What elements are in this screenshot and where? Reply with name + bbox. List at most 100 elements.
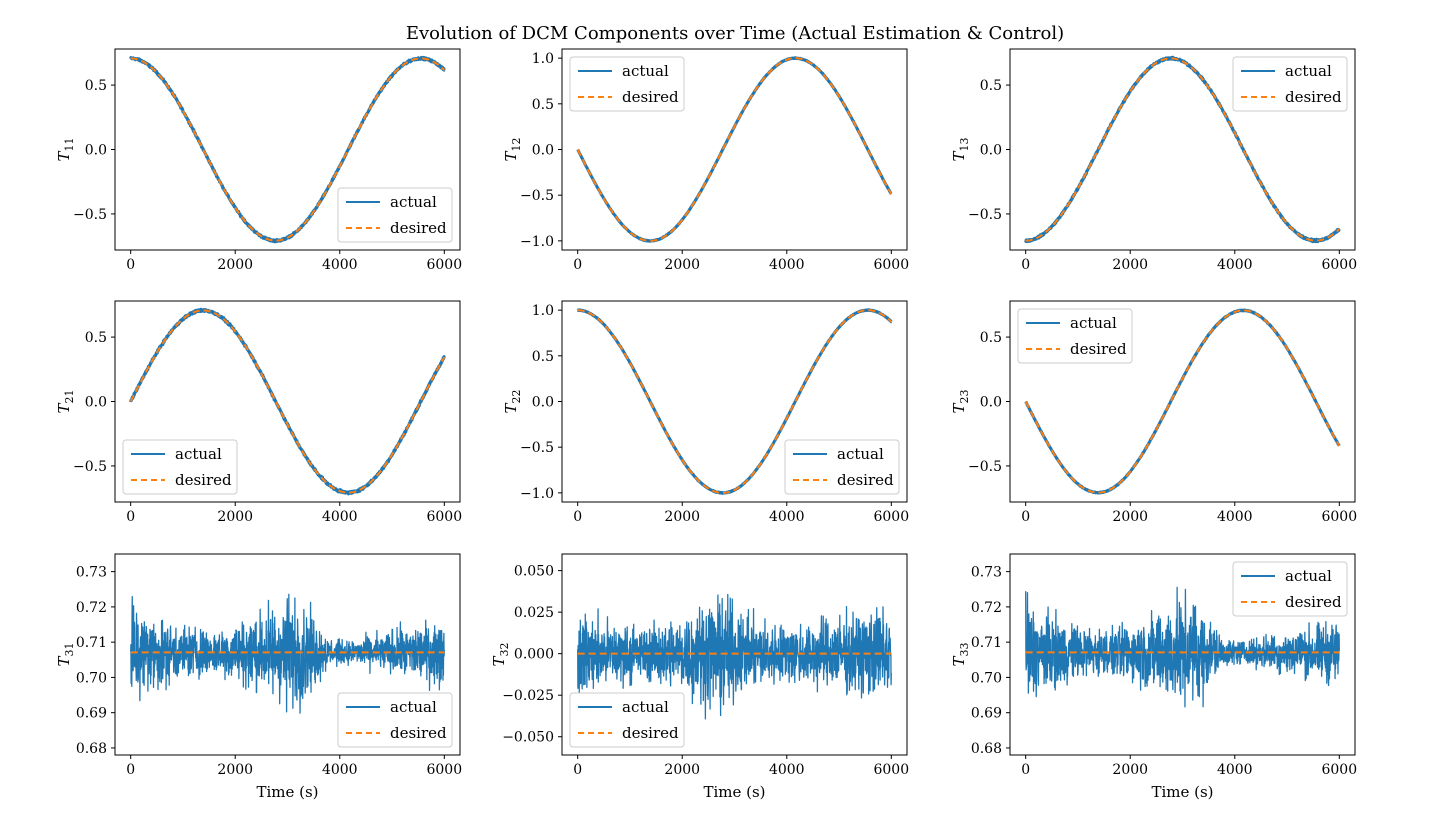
xtick-label-t33-2: 4000 bbox=[1217, 762, 1253, 778]
xtick-label-t23-0: 0 bbox=[1021, 509, 1030, 525]
figure-title: Evolution of DCM Components over Time (A… bbox=[406, 23, 1064, 44]
xtick-label-t12-0: 0 bbox=[573, 257, 582, 273]
ytick-label-t12-0: −1.0 bbox=[520, 234, 554, 250]
legend-t12: actual desired bbox=[569, 56, 685, 112]
legend-label-actual-t33: actual bbox=[1285, 567, 1332, 585]
xtick-label-t11-2: 4000 bbox=[322, 257, 358, 273]
ylabel-symbol-t33: T bbox=[950, 656, 968, 667]
ylabel-subscript-t33: 33 bbox=[958, 642, 971, 656]
ylabel-subscript-t13: 13 bbox=[958, 137, 971, 151]
ytick-label-t12-3: 0.5 bbox=[532, 97, 554, 113]
ylabel-t31: T31 bbox=[55, 642, 76, 666]
legend-label-desired-t12: desired bbox=[622, 88, 679, 106]
xtick-label-t23-3: 6000 bbox=[1321, 509, 1357, 525]
legend-label-desired-t11: desired bbox=[390, 219, 447, 237]
xtick-label-t23-2: 4000 bbox=[1217, 509, 1253, 525]
legend-t11: actual desired bbox=[337, 187, 453, 243]
legend-label-desired-t23: desired bbox=[1070, 340, 1127, 358]
ytick-label-t32-1: −0.025 bbox=[502, 688, 554, 704]
legend-label-desired-t33: desired bbox=[1285, 593, 1342, 611]
legend-t21: actual desired bbox=[122, 439, 238, 495]
xtick-label-t11-0: 0 bbox=[126, 257, 135, 273]
subplot-t23: 0 2000 4000 6000 −0.5 0.0 0.5 T23 actual desired bbox=[950, 300, 1357, 525]
ylabel-t13: T13 bbox=[950, 137, 971, 161]
ytick-label-t23-1: 0.0 bbox=[980, 395, 1002, 411]
ytick-label-t31-2: 0.70 bbox=[76, 670, 107, 686]
ytick-label-t11-0: −0.5 bbox=[73, 207, 107, 223]
ylabel-subscript-t31: 31 bbox=[63, 642, 76, 656]
legend-label-actual-t21: actual bbox=[175, 445, 222, 463]
xtick-label-t11-1: 2000 bbox=[217, 257, 253, 273]
ytick-label-t23-2: 0.5 bbox=[980, 330, 1002, 346]
xtick-label-t13-1: 2000 bbox=[1112, 257, 1148, 273]
subplot-t31: 0 2000 4000 6000 0.68 0.69 0.70 0.71 0.72 0.73 T31… bbox=[55, 553, 462, 801]
ytick-label-t22-3: 0.5 bbox=[532, 349, 554, 365]
ytick-label-t31-3: 0.71 bbox=[76, 635, 107, 651]
legend-t33: actual desired bbox=[1232, 561, 1348, 617]
xtick-label-t33-0: 0 bbox=[1021, 762, 1030, 778]
ytick-label-t32-4: 0.050 bbox=[514, 564, 554, 580]
xtick-label-t31-2: 4000 bbox=[322, 762, 358, 778]
ytick-label-t11-2: 0.5 bbox=[85, 78, 107, 94]
ytick-label-t33-1: 0.69 bbox=[971, 706, 1002, 722]
legend-label-actual-t31: actual bbox=[390, 698, 437, 716]
ylabel-symbol-t31: T bbox=[55, 656, 73, 667]
xtick-label-t12-1: 2000 bbox=[664, 257, 700, 273]
xtick-label-t33-3: 6000 bbox=[1321, 762, 1357, 778]
xtick-label-t13-2: 4000 bbox=[1217, 257, 1253, 273]
series-desired-t11 bbox=[130, 57, 446, 242]
legend-t32: actual desired bbox=[569, 692, 685, 748]
ytick-label-t32-3: 0.025 bbox=[514, 605, 554, 621]
xtick-label-t32-3: 6000 bbox=[873, 762, 909, 778]
ytick-label-t13-0: −0.5 bbox=[968, 207, 1002, 223]
ytick-label-t33-0: 0.68 bbox=[971, 741, 1002, 757]
ytick-label-t22-1: −0.5 bbox=[520, 440, 554, 456]
ytick-label-t31-5: 0.73 bbox=[76, 565, 107, 581]
axes-frame-t31 bbox=[114, 553, 461, 756]
ytick-label-t11-1: 0.0 bbox=[85, 143, 107, 159]
ylabel-subscript-t22: 22 bbox=[510, 389, 523, 403]
xtick-label-t31-3: 6000 bbox=[426, 762, 462, 778]
series-actual-t33 bbox=[1025, 586, 1340, 708]
ylabel-t23: T23 bbox=[950, 389, 971, 413]
ytick-label-t21-2: 0.5 bbox=[85, 330, 107, 346]
legend-label-desired-t21: desired bbox=[175, 471, 232, 489]
subplot-t33: 0 2000 4000 6000 0.68 0.69 0.70 0.71 0.72 0.73 T33… bbox=[950, 553, 1357, 801]
xtick-label-t22-2: 4000 bbox=[769, 509, 805, 525]
ytick-label-t32-0: −0.050 bbox=[502, 730, 554, 746]
series-desired-t13 bbox=[1025, 57, 1341, 242]
legend-t13: actual desired bbox=[1232, 56, 1348, 112]
ytick-label-t23-0: −0.5 bbox=[968, 459, 1002, 475]
xtick-label-t22-1: 2000 bbox=[664, 509, 700, 525]
xtick-label-t31-1: 2000 bbox=[217, 762, 253, 778]
series-desired-t23 bbox=[1024, 309, 1341, 494]
ytick-label-t31-0: 0.68 bbox=[76, 741, 107, 757]
ylabel-subscript-t12: 12 bbox=[510, 137, 523, 151]
ylabel-t11: T11 bbox=[55, 137, 76, 161]
xtick-label-t11-3: 6000 bbox=[426, 257, 462, 273]
ytick-label-t32-2: 0.000 bbox=[514, 647, 554, 663]
ytick-label-t21-1: 0.0 bbox=[85, 395, 107, 411]
series-actual-t31 bbox=[130, 593, 445, 714]
axes-frame-t33 bbox=[1009, 553, 1356, 756]
xtick-label-t21-0: 0 bbox=[126, 509, 135, 525]
ylabel-symbol-t12: T bbox=[502, 151, 520, 162]
ylabel-t22: T22 bbox=[502, 389, 523, 413]
xlabel-t31: Time (s) bbox=[256, 783, 318, 801]
legend-label-actual-t11: actual bbox=[390, 193, 437, 211]
legend-label-desired-t32: desired bbox=[622, 724, 679, 742]
ytick-label-t22-0: −1.0 bbox=[520, 486, 554, 502]
ylabel-t33: T33 bbox=[950, 642, 971, 666]
ytick-label-t33-4: 0.72 bbox=[971, 600, 1002, 616]
ytick-label-t22-4: 1.0 bbox=[532, 303, 554, 319]
xtick-label-t21-1: 2000 bbox=[217, 509, 253, 525]
ylabel-symbol-t21: T bbox=[55, 403, 73, 414]
xtick-label-t21-2: 4000 bbox=[322, 509, 358, 525]
ylabel-subscript-t21: 21 bbox=[63, 389, 76, 403]
subplot-t32: 0 2000 4000 6000 −0.050 −0.025 0.000 0.025 0.050… bbox=[490, 553, 909, 801]
legend-label-desired-t22: desired bbox=[837, 471, 894, 489]
subplot-t11: 0 2000 4000 6000 −0.5 0.0 0.5 T11 actual desired bbox=[55, 48, 462, 273]
xtick-label-t12-2: 4000 bbox=[769, 257, 805, 273]
ylabel-symbol-t32: T bbox=[490, 656, 508, 667]
